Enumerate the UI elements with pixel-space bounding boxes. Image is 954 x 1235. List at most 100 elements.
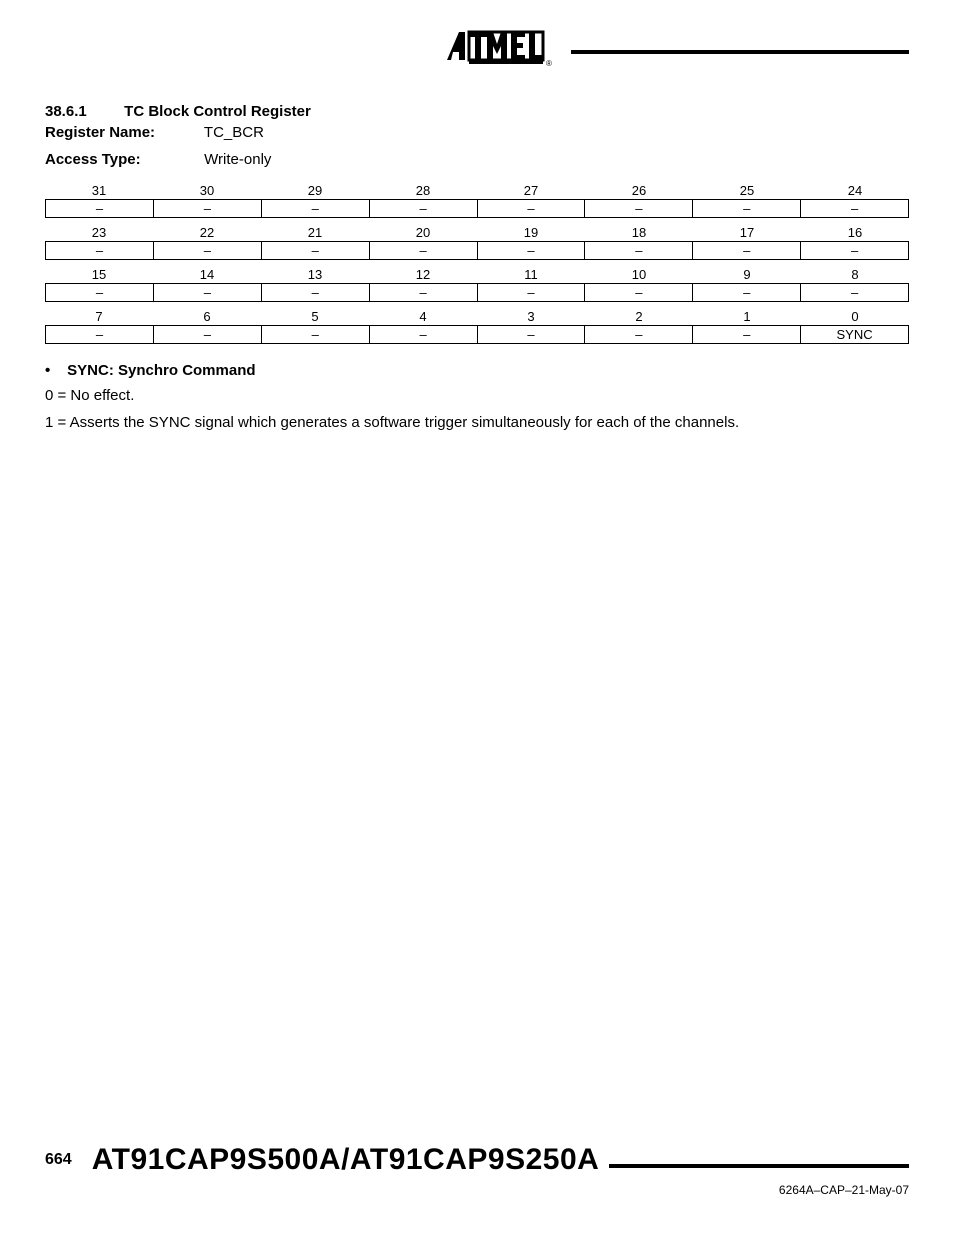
register-name-value: TC_BCR	[204, 124, 264, 141]
bit-number: 1	[693, 308, 801, 325]
register-name-label: Register Name:	[45, 124, 200, 141]
bit-cell: –	[370, 200, 478, 217]
bitfield-row: 3130292827262524––––––––	[45, 182, 909, 218]
bit-number: 5	[261, 308, 369, 325]
access-type-value: Write-only	[204, 151, 271, 168]
bit-cell: –	[46, 242, 154, 259]
bit-cell: –	[801, 284, 908, 301]
bit-numbers-row: 3130292827262524	[45, 182, 909, 199]
bit-cells-row: ––––––––	[45, 283, 909, 302]
bit-number: 4	[369, 308, 477, 325]
bit-cell: –	[478, 200, 586, 217]
bit-number: 29	[261, 182, 369, 199]
bit-cells-row: –––––––SYNC	[45, 325, 909, 344]
bitfield-row: 15141312111098––––––––	[45, 266, 909, 302]
bit-number: 8	[801, 266, 909, 283]
page-footer: 664 AT91CAP9S500A/AT91CAP9S250A 6264A–CA…	[45, 1143, 909, 1197]
field-description: • SYNC: Synchro Command 0 = No effect. 1…	[45, 362, 909, 433]
bit-cell: –	[46, 284, 154, 301]
field-name: SYNC: Synchro Command	[67, 362, 255, 379]
bit-number: 17	[693, 224, 801, 241]
bit-number: 24	[801, 182, 909, 199]
bit-cell: –	[585, 200, 693, 217]
bit-cell: SYNC	[801, 326, 908, 343]
bit-number: 21	[261, 224, 369, 241]
bit-cell: –	[478, 242, 586, 259]
bit-number: 27	[477, 182, 585, 199]
bit-cell: –	[801, 242, 908, 259]
bit-cells-row: ––––––––	[45, 199, 909, 218]
bit-number: 19	[477, 224, 585, 241]
bit-number: 2	[585, 308, 693, 325]
bit-number: 16	[801, 224, 909, 241]
bit-number: 11	[477, 266, 585, 283]
bit-number: 13	[261, 266, 369, 283]
section-heading: 38.6.1 TC Block Control Register	[45, 103, 909, 120]
bit-cell: –	[262, 242, 370, 259]
page-header: ®	[45, 30, 909, 73]
bit-number: 23	[45, 224, 153, 241]
bit-number: 3	[477, 308, 585, 325]
bit-cell: –	[370, 326, 478, 343]
bit-cell: –	[262, 326, 370, 343]
bit-cell: –	[693, 200, 801, 217]
bit-cell: –	[693, 242, 801, 259]
field-title: • SYNC: Synchro Command	[45, 362, 909, 379]
bit-numbers-row: 76543210	[45, 308, 909, 325]
bit-number: 30	[153, 182, 261, 199]
section-title: TC Block Control Register	[124, 103, 311, 120]
bit-number: 0	[801, 308, 909, 325]
bit-cell: –	[262, 284, 370, 301]
bit-number: 14	[153, 266, 261, 283]
bit-cell: –	[693, 284, 801, 301]
bit-cell: –	[585, 326, 693, 343]
bit-number: 28	[369, 182, 477, 199]
bit-number: 15	[45, 266, 153, 283]
bit-cell: –	[370, 284, 478, 301]
section-number: 38.6.1	[45, 103, 120, 120]
bit-cell: –	[370, 242, 478, 259]
field-line-1: 1 = Asserts the SYNC signal which genera…	[45, 412, 909, 433]
bit-numbers-row: 15141312111098	[45, 266, 909, 283]
bit-cell: –	[154, 200, 262, 217]
access-type-label: Access Type:	[45, 151, 200, 168]
bit-number: 10	[585, 266, 693, 283]
svg-text:®: ®	[546, 59, 552, 68]
bit-number: 9	[693, 266, 801, 283]
bit-cell: –	[801, 200, 908, 217]
bit-number: 31	[45, 182, 153, 199]
bitfield-row: 2322212019181716––––––––	[45, 224, 909, 260]
bit-cell: –	[46, 200, 154, 217]
bit-cell: –	[693, 326, 801, 343]
bit-number: 25	[693, 182, 801, 199]
bit-cell: –	[478, 284, 586, 301]
document-id: 6264A–CAP–21-May-07	[45, 1183, 909, 1197]
atmel-logo: ®	[445, 30, 553, 73]
page-number: 664	[45, 1151, 72, 1169]
bitfield-row: 76543210–––––––SYNC	[45, 308, 909, 344]
bit-number: 7	[45, 308, 153, 325]
bit-cell: –	[585, 242, 693, 259]
bit-number: 6	[153, 308, 261, 325]
bit-cell: –	[262, 200, 370, 217]
bit-cell: –	[154, 242, 262, 259]
bitfield-table: 3130292827262524––––––––2322212019181716…	[45, 182, 909, 344]
bit-number: 12	[369, 266, 477, 283]
footer-rule	[609, 1164, 909, 1168]
bit-number: 22	[153, 224, 261, 241]
access-type-row: Access Type: Write-only	[45, 151, 909, 168]
bullet-icon: •	[45, 362, 63, 379]
part-number: AT91CAP9S500A/AT91CAP9S250A	[92, 1143, 600, 1177]
bit-cells-row: ––––––––	[45, 241, 909, 260]
bit-cell: –	[585, 284, 693, 301]
bit-number: 20	[369, 224, 477, 241]
register-name-row: Register Name: TC_BCR	[45, 124, 909, 141]
bit-numbers-row: 2322212019181716	[45, 224, 909, 241]
bit-cell: –	[154, 284, 262, 301]
header-rule	[571, 50, 909, 54]
bit-number: 26	[585, 182, 693, 199]
bit-number: 18	[585, 224, 693, 241]
bit-cell: –	[46, 326, 154, 343]
bit-cell: –	[154, 326, 262, 343]
bit-cell: –	[478, 326, 586, 343]
